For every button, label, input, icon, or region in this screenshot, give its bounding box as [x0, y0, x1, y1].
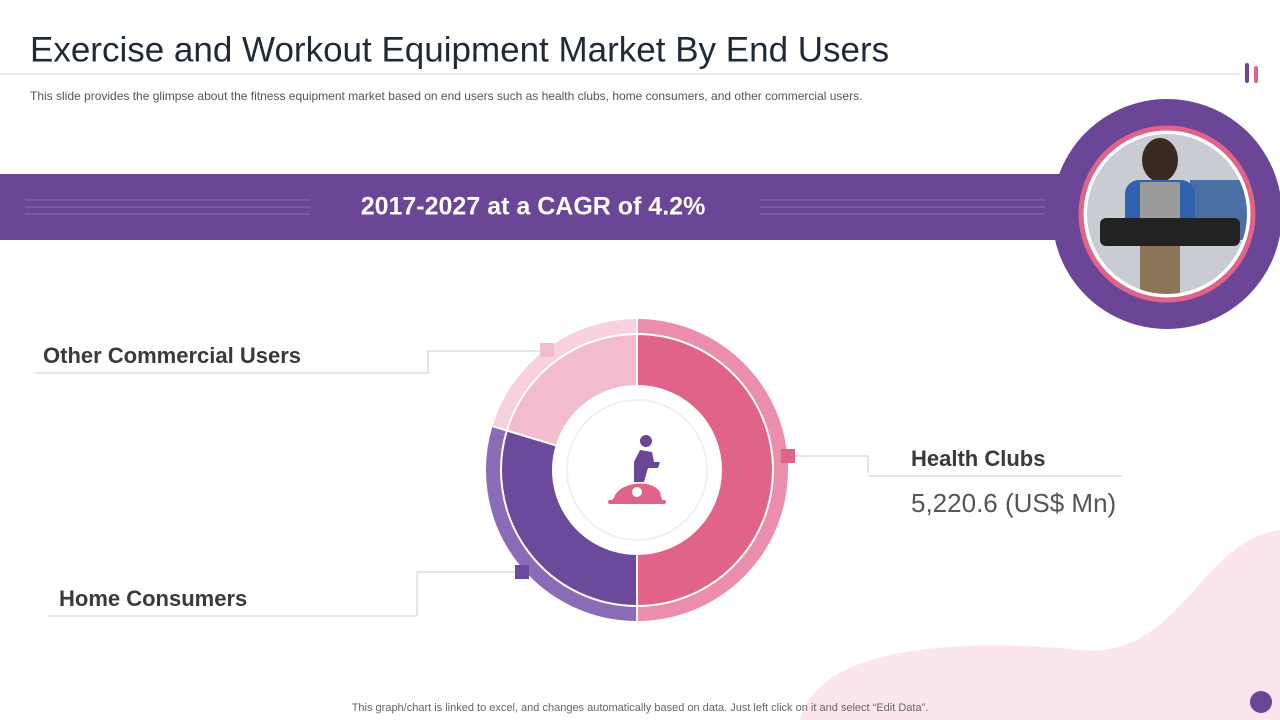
legend-marker: [515, 565, 529, 579]
background-blob: [800, 530, 1280, 720]
donut-segment: [505, 332, 638, 447]
donut-segment: [636, 332, 775, 608]
subtitle: This slide provides the glimpse about th…: [30, 89, 862, 103]
leader-line: [427, 350, 540, 374]
footnote: This graph/chart is linked to excel, and…: [352, 702, 929, 714]
banner-text: 2017-2027 at a CAGR of 4.2%: [361, 193, 706, 221]
category-label: Other Commercial Users: [43, 343, 301, 368]
title: Exercise and Workout Equipment Market By…: [30, 30, 889, 69]
category-label: Home Consumers: [59, 586, 247, 611]
leader-line: [795, 455, 869, 473]
category-label: Health Clubs: [911, 446, 1045, 471]
legend-marker: [781, 449, 795, 463]
photo: [1087, 134, 1247, 294]
value-label: 5,220.6 (US$ Mn): [911, 488, 1116, 518]
donut-chart: Health Clubs 5,220.6 (US$ Mn) Home Consume…: [35, 316, 1122, 624]
legend-marker: [540, 343, 554, 357]
decor: [1245, 63, 1249, 83]
center-icon: [566, 399, 708, 541]
decor: [1254, 66, 1258, 83]
banner-lines: [25, 199, 1045, 215]
donut-segment: [500, 429, 639, 608]
decor: [1250, 691, 1272, 713]
leader-line: [416, 571, 515, 616]
